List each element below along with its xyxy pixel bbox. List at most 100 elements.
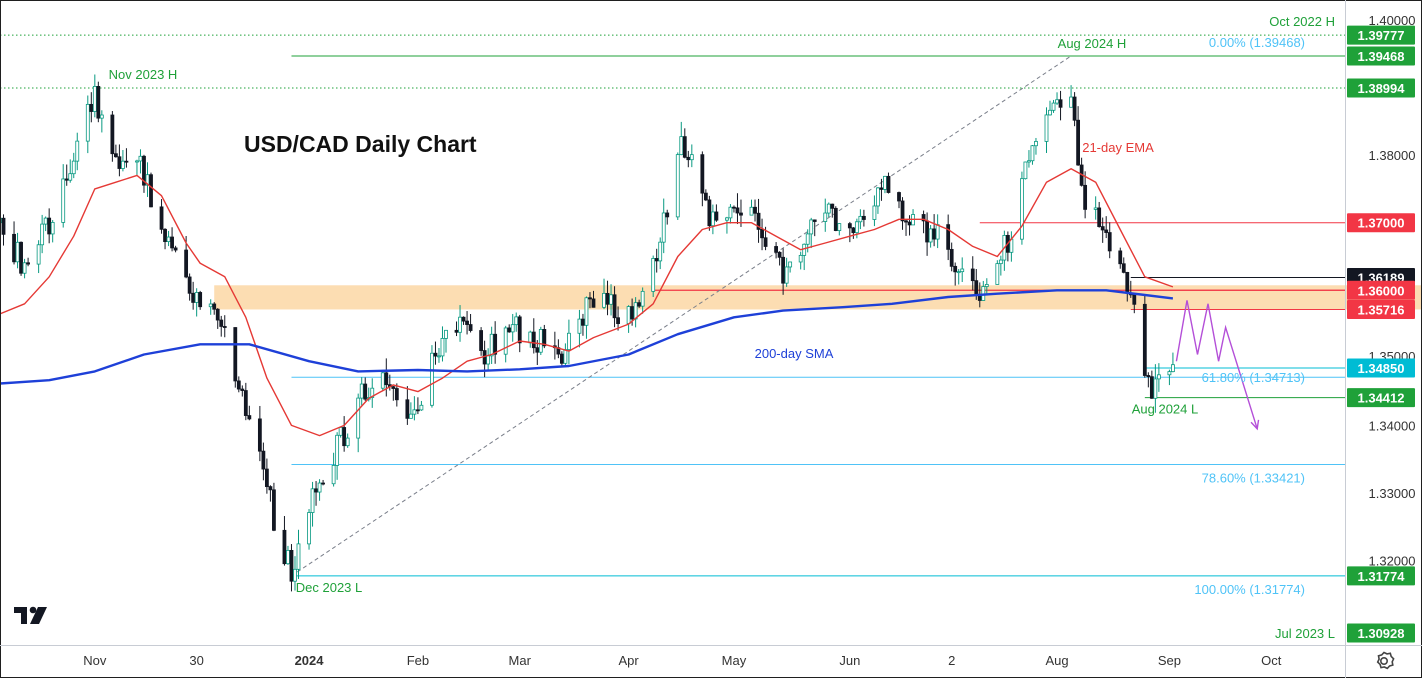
candle-up [998,259,1003,265]
price-badge-label: 1.37000 [1358,216,1405,231]
candle-up [658,241,663,262]
candle-down [12,233,16,263]
candle-down [113,153,118,158]
candle-down [415,409,420,412]
candle-up [788,261,793,268]
candle-up [1171,364,1175,373]
fib-trendline [291,55,1072,577]
candle-down [1076,119,1081,166]
candle-down [1118,250,1123,265]
candle-down [907,221,912,226]
candle-down [96,86,101,119]
candle-up [805,233,810,245]
candle-up [335,434,340,466]
candle-down [700,154,705,194]
candle-up [514,316,519,326]
price-badge [1347,213,1415,233]
candle-down [272,489,276,531]
candle-up [138,155,143,162]
support-zone-layer [214,285,1422,310]
candle-up [437,355,441,358]
candle-down [970,268,975,282]
candle-down [198,292,203,308]
x-axis: Nov 30 2024 Feb Mar Apr May Jun 2 Aug Sep Oct [83,653,1281,668]
candle-up [1153,378,1158,399]
candle-down [851,227,856,234]
candle-up [380,372,385,389]
candle-up [370,387,375,398]
candle-up [651,258,656,292]
candle-up [837,223,842,231]
x-tick-label: Sep [1158,653,1181,668]
candle-up [430,352,434,406]
candle-up [1023,161,1028,180]
candle-down [630,306,635,320]
candle-down [268,486,273,491]
x-tick-label: Apr [618,653,639,668]
candle-up [307,512,311,545]
settings-gear-icon[interactable] [1376,651,1395,670]
price-badge-label: 1.39777 [1358,28,1405,43]
candle-down [1149,376,1154,399]
price-badge-label: 1.31774 [1358,569,1406,584]
candle-up [798,254,803,263]
candle-up [121,160,125,169]
candle-up [609,294,613,305]
candle-down [756,212,761,230]
candle-up [510,324,515,333]
price-badge-label: 1.34412 [1358,391,1405,406]
candle-up [935,224,940,240]
candle-down [26,262,30,265]
candle-up [995,263,1000,285]
x-tick-label: Aug [1045,653,1068,668]
candle-up [1156,374,1161,380]
candle-down [517,316,522,344]
candle-down [433,352,438,357]
candle-down [637,302,642,307]
tradingview-logo-icon [14,606,47,624]
candle-down [739,212,743,216]
candle-down [932,228,937,240]
candle-up [99,114,104,119]
price-badge [1347,623,1415,643]
candle-up [408,413,413,419]
candle-up [22,262,27,274]
candle-down [1121,263,1126,273]
candle-up [802,243,807,256]
candle-up [749,206,754,216]
price-badge [1347,46,1415,66]
candle-down [479,330,484,351]
candle-down [173,247,178,251]
x-tick-label: Feb [407,653,429,668]
candle-down [714,211,719,221]
candle-down [257,418,262,452]
candle-down [243,390,248,416]
candle-up [359,383,364,399]
candle-up [310,488,315,513]
x-tick-label: 30 [189,653,203,668]
candle-down [707,199,712,227]
candle-down [314,488,318,493]
candle-up [823,212,828,222]
candle-down [149,174,153,208]
candle-up [640,290,645,307]
candle-up [528,331,533,344]
candle-up [1055,99,1059,104]
candle-down [215,308,220,321]
price-badge-label: 1.38994 [1358,81,1406,96]
candle-down [117,156,122,169]
candle-up [40,223,45,246]
price-badge [1347,299,1415,319]
candle-down [142,155,146,186]
candle-down [89,103,94,112]
annotation-label: 21-day EMA [1082,140,1154,155]
x-tick-label: 2 [948,653,955,668]
price-badge-label: 1.36000 [1358,283,1405,298]
candle-down [1142,303,1147,376]
candle-up [50,222,55,235]
price-badge [1347,358,1415,378]
candle-up [883,175,887,190]
candle-down [1097,207,1102,227]
candle-down [1125,271,1130,294]
candle-up [71,160,76,175]
